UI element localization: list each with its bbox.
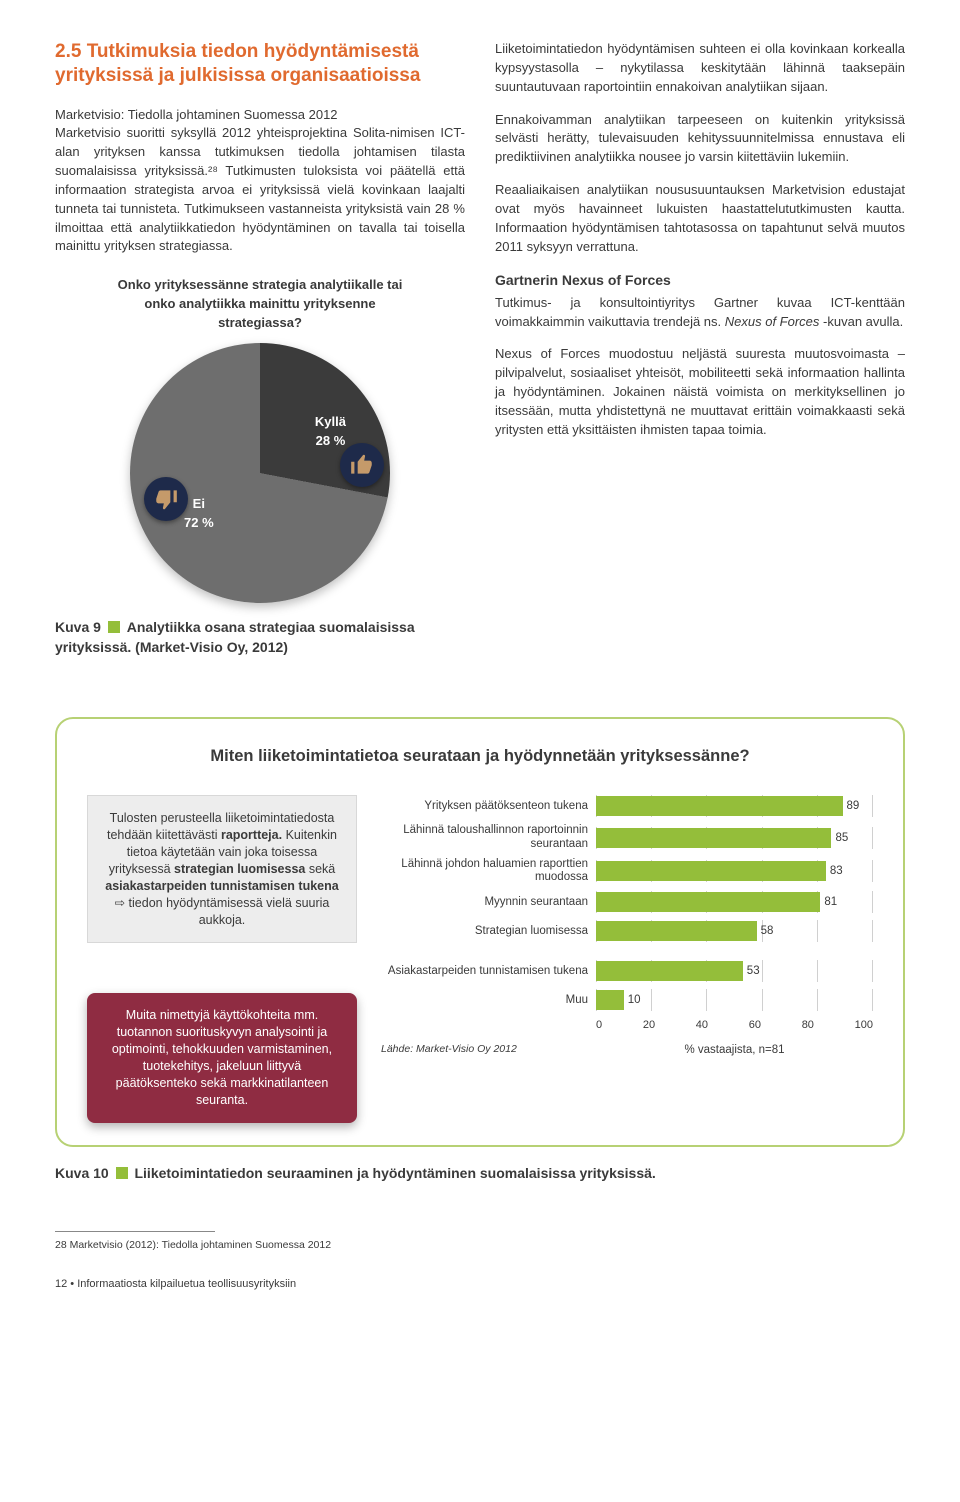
caption-square-icon (108, 621, 120, 633)
gartner-p1: Tutkimus- ja konsultointiyritys Gartner … (495, 294, 905, 332)
para-r1: Liiketoimintatiedon hyödyntämisen suhtee… (495, 40, 905, 97)
hbar-label: Strategian luomisessa (381, 925, 596, 938)
hbar-track: 83 (596, 860, 873, 882)
thumbs-down-icon (144, 477, 188, 521)
hbar-axis: 020406080100 (381, 1018, 873, 1034)
right-column: Liiketoimintatiedon hyödyntämisen suhtee… (495, 40, 905, 657)
left-column: 2.5 Tutkimuksia tiedon hyödyntämisestä y… (55, 40, 465, 657)
hbar-label: Asiakastarpeiden tunnistamisen tukena (381, 965, 596, 978)
figure-10-title: Miten liiketoimintatietoa seurataan ja h… (87, 745, 873, 769)
para-r2: Ennakoivamman analytiikan tarpeeseen on … (495, 111, 905, 168)
hbar-value: 10 (628, 992, 641, 1009)
gartner-subhead: Gartnerin Nexus of Forces (495, 270, 905, 290)
hbar-track: 85 (596, 827, 873, 849)
chart-source: Lähde: Market-Visio Oy 2012 (381, 1042, 588, 1057)
figure-10-content: Tulosten perusteella liiketoimintatiedos… (87, 795, 873, 1122)
hbar-row: Asiakastarpeiden tunnistamisen tukena 53 (381, 960, 873, 982)
hbar-track: 89 (596, 795, 873, 817)
pie-chart-title: Onko yrityksessänne strategia analytiika… (105, 276, 415, 333)
para-left-text: Marketvisio suoritti syksyllä 2012 yhtei… (55, 125, 465, 253)
para-r3: Reaaliaikaisen analytiikan noususuuntauk… (495, 181, 905, 256)
hbar-value: 81 (824, 894, 837, 911)
pie-label-yes: Kyllä28 % (315, 413, 346, 451)
hbar-value: 53 (747, 963, 760, 980)
hbar-label: Lähinnä taloushallinnon raportoinnin seu… (381, 824, 596, 850)
callouts-column: Tulosten perusteella liiketoimintatiedos… (87, 795, 357, 1122)
two-column-layout: 2.5 Tutkimuksia tiedon hyödyntämisestä y… (55, 40, 905, 657)
hbar-value: 83 (830, 863, 843, 880)
hbar-track: 81 (596, 891, 873, 913)
hbar-value: 85 (835, 830, 848, 847)
hbar-row: Myynnin seurantaan 81 (381, 891, 873, 913)
section-heading: 2.5 Tutkimuksia tiedon hyödyntämisestä y… (55, 40, 465, 88)
hbar-chart: Yrityksen päätöksenteon tukena 89 Lähinnä … (381, 795, 873, 1058)
para-left: Marketvisio: Tiedolla johtaminen Suomess… (55, 106, 465, 257)
caption-square-icon (116, 1167, 128, 1179)
grey-callout: Tulosten perusteella liiketoimintatiedos… (87, 795, 357, 943)
hbar-row: Lähinnä johdon haluamien raporttien muod… (381, 858, 873, 884)
figure-10-box: Miten liiketoimintatietoa seurataan ja h… (55, 717, 905, 1146)
gartner-p2: Nexus of Forces muodostuu neljästä suure… (495, 345, 905, 439)
pie-label-no: Ei72 % (184, 495, 214, 533)
footnote-rule (55, 1231, 215, 1232)
red-callout: Muita nimettyjä käyttökohteita mm. tuota… (87, 993, 357, 1122)
hbar-track: 10 (596, 989, 873, 1011)
hbar-label: Muu (381, 994, 596, 1007)
hbar-track: 58 (596, 920, 873, 942)
hbar-label: Lähinnä johdon haluamien raporttien muod… (381, 858, 596, 884)
figure-10-caption: Kuva 10 Liiketoimintatiedon seuraaminen … (55, 1163, 905, 1183)
hbar-row: Lähinnä taloushallinnon raportoinnin seu… (381, 824, 873, 850)
pie-chart: Kyllä28 % Ei72 % (130, 343, 390, 603)
hbar-value: 58 (761, 923, 774, 940)
hbar-value: 89 (847, 798, 860, 815)
hbar-track: 53 (596, 960, 873, 982)
footnote-28: 28 Marketvisio (2012): Tiedolla johtamin… (55, 1238, 905, 1253)
page-footer: 12 • Informaatiosta kilpailuetua teollis… (55, 1277, 905, 1293)
lead-bold: Marketvisio: Tiedolla johtaminen Suomess… (55, 107, 338, 122)
thumbs-up-icon (340, 443, 384, 487)
hbar-row: Muu 10 (381, 989, 873, 1011)
hbar-row: Yrityksen päätöksenteon tukena 89 (381, 795, 873, 817)
hbar-row: Strategian luomisessa 58 (381, 920, 873, 942)
hbar-label: Yrityksen päätöksenteon tukena (381, 800, 596, 813)
figure-9-caption: Kuva 9 Analytiikka osana strategiaa suom… (55, 617, 465, 658)
hbar-axis-label: % vastaajista, n=81 (596, 1042, 873, 1059)
hbar-label: Myynnin seurantaan (381, 896, 596, 909)
